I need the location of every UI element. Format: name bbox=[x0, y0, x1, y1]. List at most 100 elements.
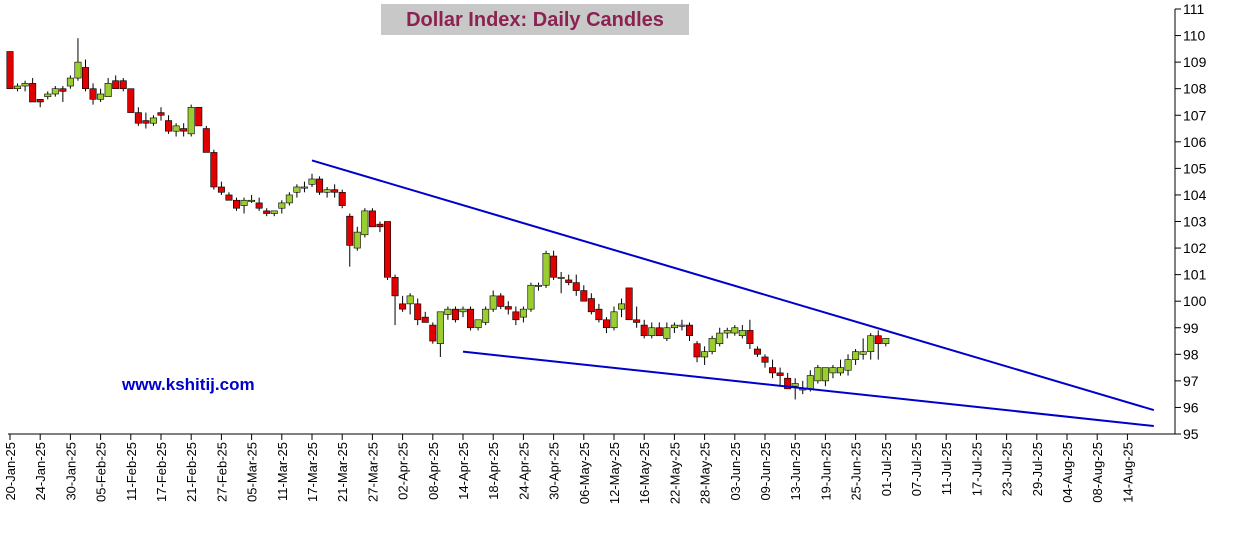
candle bbox=[51, 86, 59, 97]
date-tick-label: 05-Feb-25 bbox=[94, 442, 109, 502]
candle-body-down bbox=[633, 319, 641, 323]
candle bbox=[112, 75, 120, 89]
candle bbox=[6, 51, 14, 89]
candle-body-down bbox=[59, 88, 67, 92]
candle-body-down bbox=[180, 128, 188, 132]
date-tick-label: 05-Mar-25 bbox=[245, 442, 260, 502]
candle bbox=[882, 338, 890, 347]
candle-body-up bbox=[104, 83, 112, 97]
candle bbox=[293, 184, 301, 198]
candle bbox=[233, 197, 241, 211]
candle bbox=[565, 274, 573, 286]
candle-body-up bbox=[648, 327, 656, 337]
candle-body-up bbox=[618, 303, 626, 310]
candle bbox=[716, 327, 724, 347]
candle-body-down bbox=[685, 324, 693, 337]
price-tick-label: 101 bbox=[1183, 267, 1207, 283]
candle bbox=[867, 333, 875, 360]
candle bbox=[89, 83, 97, 105]
price-axis: 95 96 97 98 99 100 101 102 103 104 105 106 107 108 109… bbox=[1175, 1, 1207, 442]
candle-body-up bbox=[66, 77, 74, 87]
candle bbox=[814, 364, 822, 384]
candle-body-up bbox=[882, 338, 890, 344]
candle bbox=[444, 306, 452, 320]
candle bbox=[14, 83, 22, 92]
trendline bbox=[462, 350, 1154, 428]
candle-body-down bbox=[693, 343, 701, 358]
candle-body-down bbox=[640, 324, 648, 337]
candle-body-up bbox=[806, 375, 814, 390]
candle-body-down bbox=[316, 178, 324, 193]
candle-body-down bbox=[263, 210, 271, 214]
candle-body-down bbox=[761, 356, 769, 363]
date-tick-label: 02-Apr-25 bbox=[396, 442, 411, 500]
date-tick-label: 21-Mar-25 bbox=[335, 442, 350, 502]
candle bbox=[429, 322, 437, 344]
date-tick-label: 22-May-25 bbox=[667, 442, 682, 504]
candle bbox=[708, 335, 716, 355]
date-tick-label: 19-Jun-25 bbox=[818, 442, 833, 501]
date-tick-label: 04-Aug-25 bbox=[1060, 442, 1075, 503]
candle bbox=[361, 208, 369, 238]
candle-body-up bbox=[610, 311, 618, 329]
candle-body-up bbox=[21, 83, 29, 87]
candle bbox=[44, 91, 52, 100]
price-tick-label: 104 bbox=[1183, 187, 1207, 203]
candle bbox=[323, 186, 331, 198]
candle bbox=[278, 200, 286, 214]
candle-body-down bbox=[202, 128, 210, 153]
candle-body-down bbox=[580, 290, 588, 302]
candle bbox=[731, 325, 739, 336]
candle bbox=[338, 189, 346, 209]
candle-body-down bbox=[587, 298, 595, 313]
candle bbox=[874, 330, 882, 360]
candle bbox=[595, 303, 603, 323]
date-tick-label: 14-Aug-25 bbox=[1120, 442, 1135, 503]
candle bbox=[285, 192, 293, 206]
candle-body-up bbox=[293, 186, 301, 193]
candle bbox=[769, 359, 777, 379]
candle-body-down bbox=[142, 120, 150, 124]
price-tick-label: 100 bbox=[1183, 293, 1207, 309]
candle bbox=[82, 59, 90, 92]
candle bbox=[602, 317, 610, 334]
candle-body-down bbox=[119, 80, 127, 89]
candle bbox=[127, 88, 135, 113]
price-tick-label: 107 bbox=[1183, 107, 1207, 123]
candle-body-down bbox=[414, 303, 422, 321]
price-tick-label: 96 bbox=[1183, 399, 1199, 415]
date-tick-label: 20-Jan-25 bbox=[3, 442, 18, 501]
candle-body-down bbox=[29, 83, 37, 103]
candle-body-down bbox=[784, 377, 792, 390]
candle-body-down bbox=[399, 303, 407, 310]
candle bbox=[308, 173, 316, 187]
date-tick-label: 08-Aug-25 bbox=[1090, 442, 1105, 503]
candle-body-up bbox=[542, 253, 550, 286]
candle-body-down bbox=[346, 215, 354, 246]
candle-body-up bbox=[406, 295, 414, 305]
date-tick-label: 01-Jul-25 bbox=[879, 442, 894, 496]
date-tick-label: 11-Feb-25 bbox=[124, 442, 139, 501]
chart-title-background bbox=[381, 4, 689, 35]
candle-body-up bbox=[663, 327, 671, 339]
plot-area bbox=[6, 9, 1176, 435]
candle-body-down bbox=[753, 348, 761, 355]
candle bbox=[421, 311, 429, 323]
candle bbox=[723, 327, 731, 339]
candle-body-up bbox=[829, 367, 837, 374]
candle bbox=[587, 293, 595, 315]
candle bbox=[391, 274, 399, 326]
candle bbox=[482, 306, 490, 326]
candle bbox=[852, 349, 860, 365]
candle-body-down bbox=[376, 223, 384, 228]
candle bbox=[331, 184, 339, 198]
candle bbox=[738, 325, 746, 339]
candle bbox=[625, 287, 633, 321]
candle bbox=[761, 354, 769, 368]
candle-body-down bbox=[6, 51, 14, 89]
candle bbox=[225, 192, 233, 201]
price-tick-label: 98 bbox=[1183, 346, 1199, 362]
date-tick-label: 23-Jul-25 bbox=[1000, 442, 1015, 496]
candle-body-down bbox=[769, 367, 777, 374]
candle bbox=[829, 364, 837, 379]
